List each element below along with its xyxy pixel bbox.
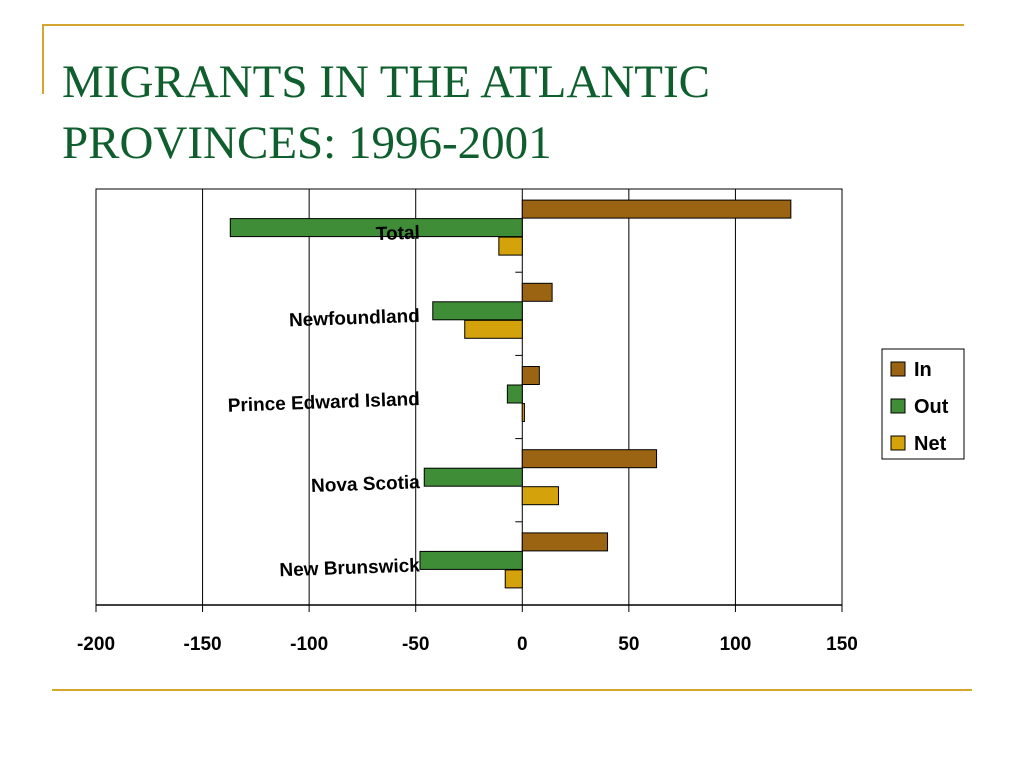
- slide-title: MIGRANTS IN THE ATLANTIC PROVINCES: 1996…: [62, 52, 962, 174]
- chart-gridlines: [95, 188, 843, 606]
- top-accent-rule: [42, 24, 964, 26]
- bar-in: [521, 199, 792, 219]
- bar-out: [432, 301, 523, 321]
- chart-bars: [229, 199, 792, 589]
- bar-net: [504, 569, 523, 589]
- category-label: Nova Scotia: [311, 472, 421, 497]
- slide-title-line-1: MIGRANTS IN THE ATLANTIC: [62, 56, 710, 108]
- category-label: New Brunswick: [279, 555, 421, 581]
- chart-category-labels: Total Newfoundland Prince Edward Island Nov…: [227, 223, 420, 582]
- top-left-accent-rule: [42, 26, 44, 94]
- legend-label-in: In: [914, 359, 932, 381]
- x-tick-label: 50: [618, 634, 639, 655]
- chart-axes: -200 -150 -100 -50 0 50 100 150: [77, 271, 858, 655]
- legend-swatch-net: [890, 435, 906, 451]
- bottom-accent-rule: [52, 689, 972, 691]
- bar-out: [229, 218, 523, 238]
- bar-in: [521, 366, 540, 385]
- bar-in: [521, 449, 658, 469]
- bar-net: [498, 236, 523, 256]
- bar-net: [521, 486, 560, 506]
- legend-swatch-in: [890, 361, 906, 377]
- bar-out: [506, 384, 523, 404]
- x-tick-label: -150: [184, 634, 222, 655]
- legend-label-out: Out: [914, 396, 949, 418]
- slide-title-line-2: PROVINCES: 1996-2001: [62, 117, 552, 169]
- x-tick-label: -50: [402, 634, 429, 655]
- category-label: Newfoundland: [289, 306, 421, 332]
- x-tick-label: 0: [517, 634, 528, 655]
- plot-area-border: [95, 188, 843, 606]
- legend-swatch-out: [890, 398, 906, 414]
- x-tick-label: 100: [720, 634, 752, 655]
- bar-out: [423, 467, 523, 487]
- category-label: Total: [375, 223, 420, 246]
- x-tick-label: 150: [826, 634, 858, 655]
- bar-net: [521, 403, 525, 422]
- bar-in: [521, 282, 553, 302]
- category-label: Prince Edward Island: [227, 389, 420, 417]
- bar-net: [464, 319, 523, 339]
- chart-legend: In Out Net: [881, 348, 965, 460]
- x-tick-label: -100: [290, 634, 328, 655]
- legend-label-net: Net: [914, 433, 947, 455]
- x-tick-label: -200: [77, 634, 115, 655]
- bar-out: [419, 550, 523, 570]
- bar-in: [521, 532, 609, 552]
